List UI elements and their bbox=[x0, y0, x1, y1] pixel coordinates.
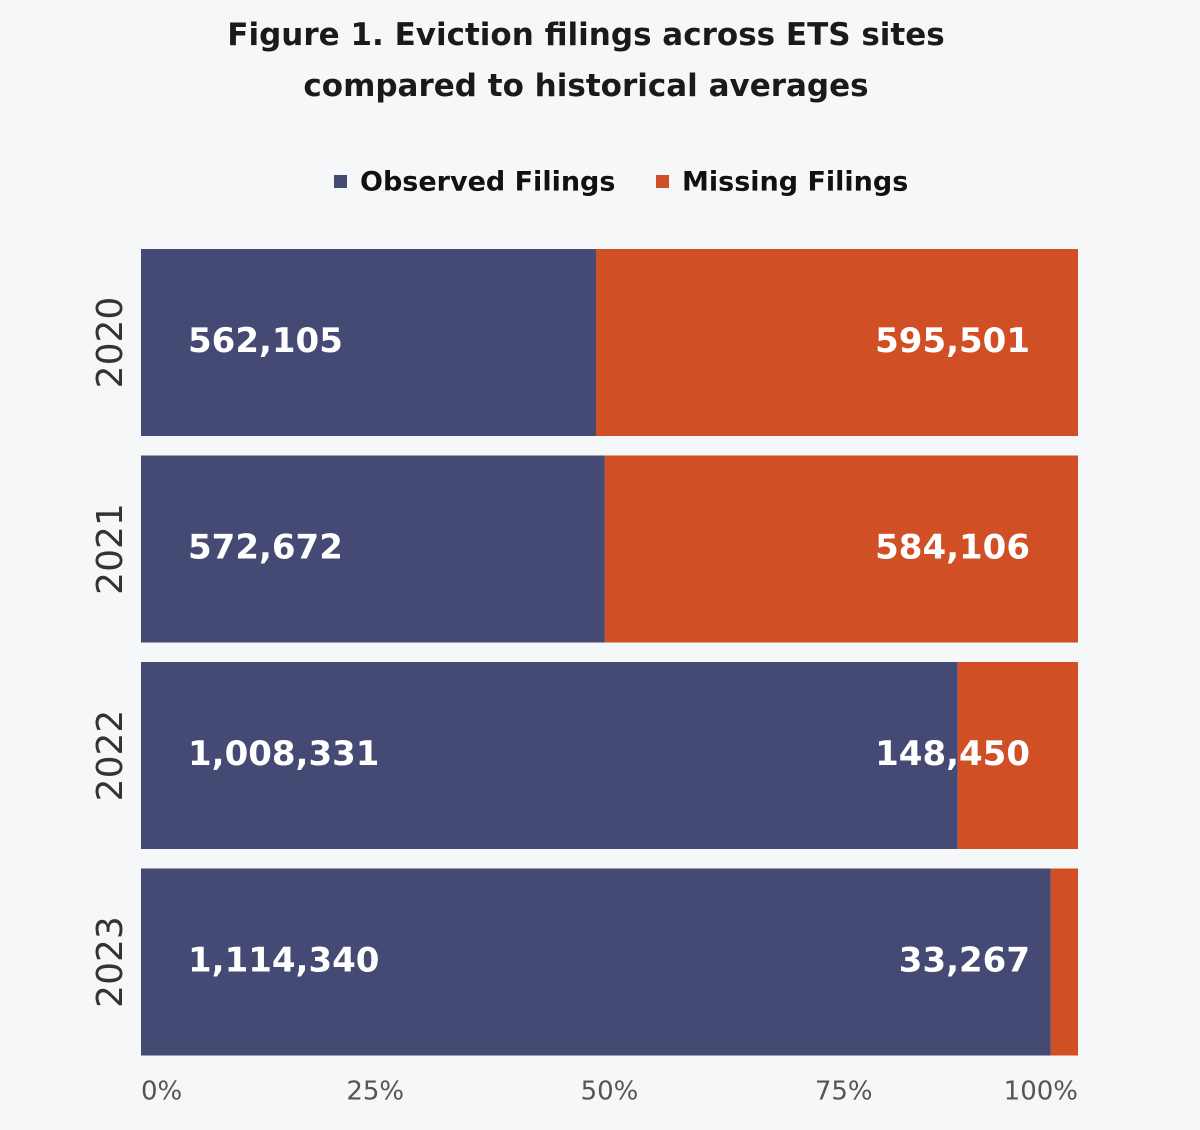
bar-segment bbox=[1050, 868, 1078, 1056]
x-tick-label: 50% bbox=[581, 1077, 639, 1107]
chart-title: Figure 1. Eviction filings across ETS si… bbox=[227, 17, 945, 104]
x-tick-label: 100% bbox=[1004, 1077, 1078, 1107]
data-label: 584,106 bbox=[875, 528, 1030, 568]
bar-segment bbox=[141, 455, 605, 643]
data-label: 595,501 bbox=[875, 321, 1030, 361]
bar-segment bbox=[141, 868, 1051, 1056]
legend-swatch bbox=[334, 175, 347, 188]
y-tick-label: 2023 bbox=[90, 916, 131, 1008]
data-label: 33,267 bbox=[899, 941, 1030, 981]
data-label: 148,450 bbox=[875, 734, 1030, 774]
legend-label: Missing Filings bbox=[682, 167, 908, 198]
y-tick-label: 2022 bbox=[90, 710, 131, 802]
bar-segment bbox=[141, 249, 596, 436]
bar-segment bbox=[141, 662, 958, 849]
y-tick-label: 2020 bbox=[90, 297, 131, 389]
bar-segment bbox=[957, 662, 1078, 849]
bar-segment bbox=[604, 455, 1078, 643]
y-tick-label: 2021 bbox=[90, 503, 131, 595]
x-tick-label: 25% bbox=[346, 1077, 404, 1107]
data-label: 572,672 bbox=[188, 528, 343, 568]
data-label: 1,114,340 bbox=[188, 941, 379, 981]
data-label: 1,008,331 bbox=[188, 734, 379, 774]
bar-segment bbox=[595, 249, 1078, 436]
x-tick-label: 75% bbox=[815, 1077, 873, 1107]
legend-swatch bbox=[656, 175, 669, 188]
x-tick-label: 0% bbox=[141, 1077, 182, 1107]
legend-label: Observed Filings bbox=[360, 167, 615, 198]
data-label: 562,105 bbox=[188, 321, 343, 361]
